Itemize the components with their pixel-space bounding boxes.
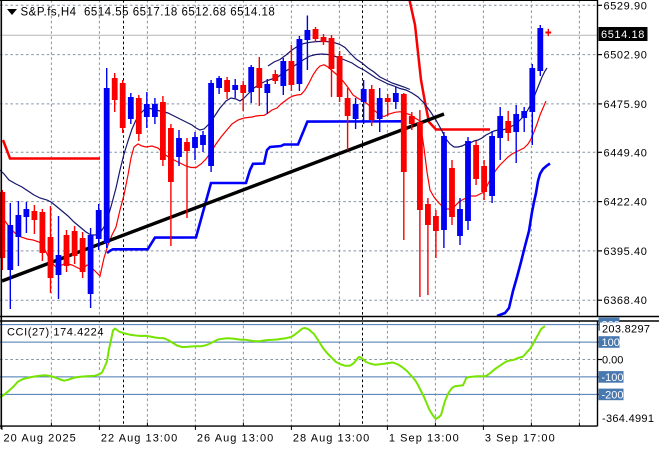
svg-text:26 Aug 13:00: 26 Aug 13:00 [197, 433, 274, 445]
svg-text:6529.90: 6529.90 [604, 0, 648, 12]
svg-text:6368.40: 6368.40 [604, 295, 648, 307]
svg-text:6422.40: 6422.40 [604, 197, 648, 209]
svg-text:6514.18: 6514.18 [601, 29, 645, 41]
svg-text:-100: -100 [602, 372, 624, 384]
svg-text:-200: -200 [602, 389, 624, 401]
svg-text:100: 100 [602, 337, 620, 349]
svg-text:6475.90: 6475.90 [604, 99, 648, 111]
svg-text:22 Aug 13:00: 22 Aug 13:00 [101, 433, 178, 445]
svg-text:6502.90: 6502.90 [604, 50, 648, 62]
svg-text:203.8297: 203.8297 [602, 324, 650, 336]
svg-text:6449.40: 6449.40 [604, 147, 648, 159]
svg-text:20 Aug 2025: 20 Aug 2025 [4, 433, 77, 445]
svg-text:0.00: 0.00 [602, 355, 623, 367]
svg-text:CCI(27) 174.4224: CCI(27) 174.4224 [7, 327, 104, 339]
svg-text:28 Aug 13:00: 28 Aug 13:00 [293, 433, 370, 445]
svg-text:1 Sep 13:00: 1 Sep 13:00 [389, 433, 460, 445]
svg-text:3 Sep 17:00: 3 Sep 17:00 [485, 433, 556, 445]
svg-text:6395.40: 6395.40 [604, 246, 648, 258]
svg-text:S&P.fs,H4 6514.55 6517.18 651: S&P.fs,H4 6514.55 6517.18 6512.68 6514.1… [21, 7, 276, 19]
svg-text:-364.4991: -364.4991 [602, 413, 654, 425]
